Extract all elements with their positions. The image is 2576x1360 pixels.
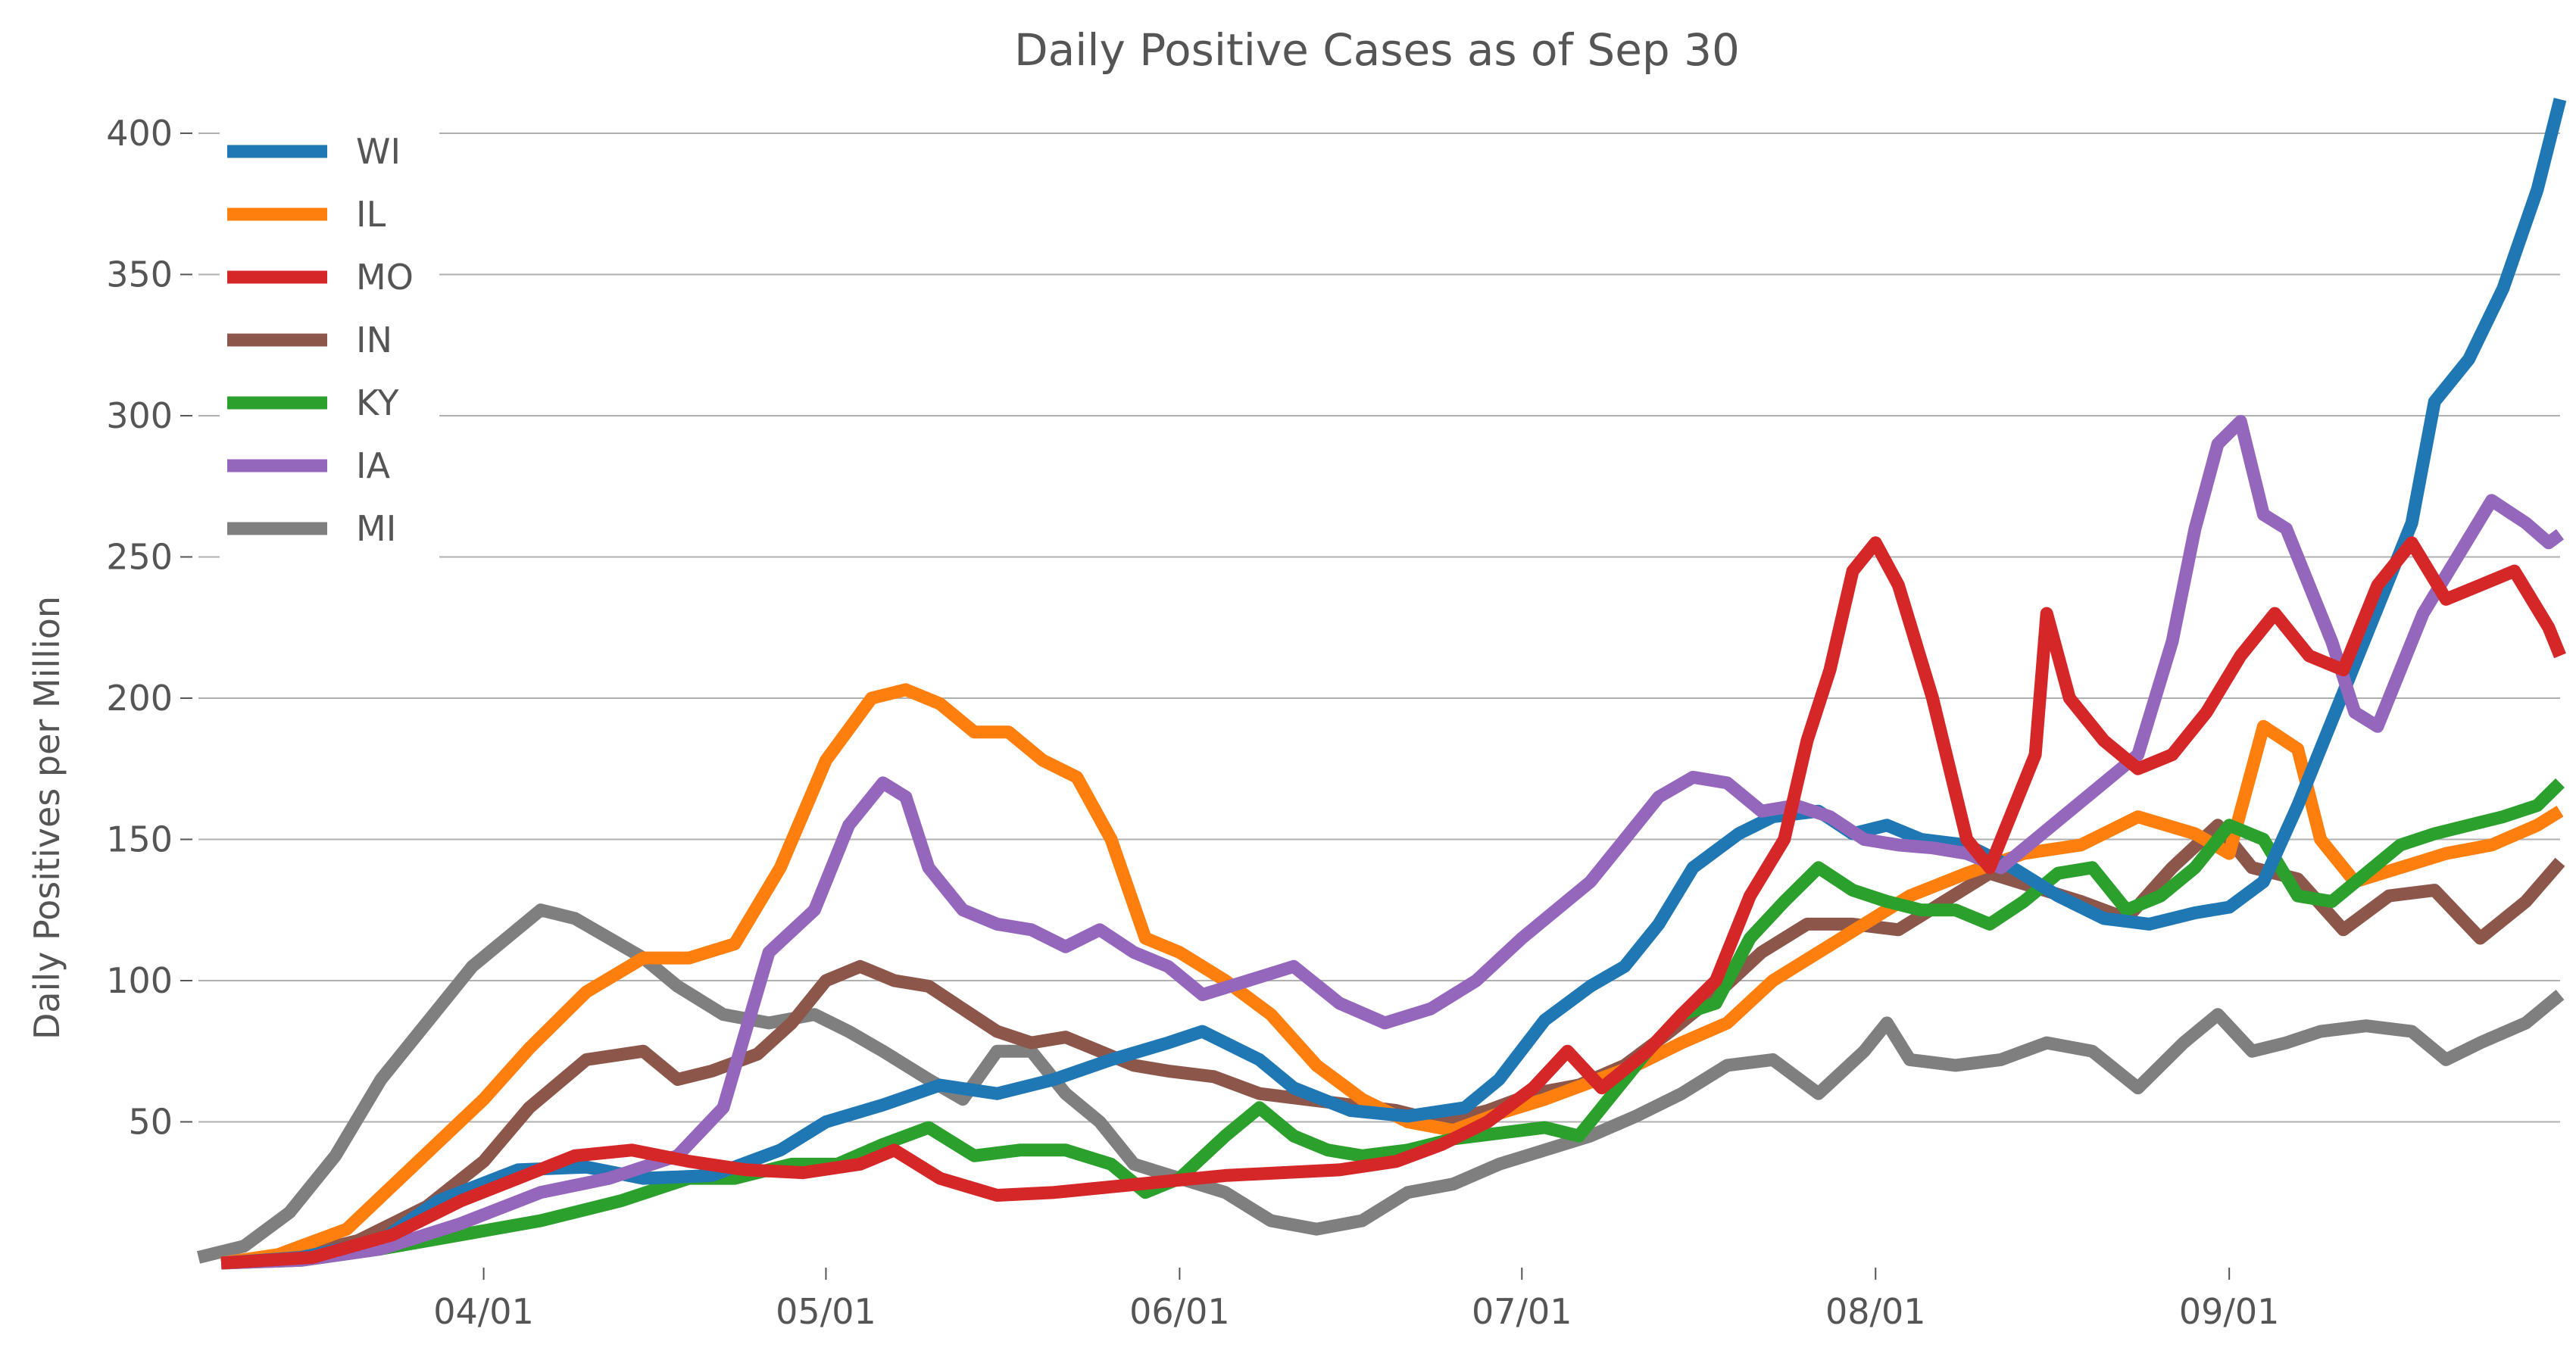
legend-label-ia: IA	[356, 445, 391, 486]
legend-label-in: IN	[356, 320, 392, 360]
series-line-ky	[220, 778, 2565, 1270]
legend-label-mo: MO	[356, 257, 414, 298]
legend-label-il: IL	[356, 194, 386, 235]
x-tick-label: 07/01	[1472, 1291, 1572, 1332]
y-tick-label: 150	[106, 819, 173, 859]
legend-label-ky: KY	[356, 382, 400, 423]
x-tick-label: 05/01	[776, 1291, 876, 1332]
legend: WI IL MO IN KY IA MI	[220, 121, 439, 560]
y-tick-label: 50	[128, 1101, 173, 1142]
chart-title: Daily Positive Cases as of Sep 30	[1014, 24, 1740, 76]
y-tick-label: 200	[106, 678, 173, 719]
legend-label-wi: WI	[356, 131, 401, 172]
series-line-mo	[220, 536, 2566, 1270]
x-tick-label: 04/01	[433, 1291, 534, 1332]
x-tick-label: 06/01	[1129, 1291, 1230, 1332]
x-tick-label: 08/01	[1825, 1291, 1926, 1332]
y-tick-label: 100	[106, 960, 173, 1001]
series-line-wi	[220, 98, 2567, 1270]
y-tick-label: 250	[106, 536, 173, 577]
series-line-il	[220, 683, 2564, 1270]
y-tick-label: 400	[106, 113, 173, 154]
x-tick-label: 09/01	[2179, 1291, 2280, 1332]
legend-label-mi: MI	[356, 508, 396, 549]
series-line-mi	[196, 903, 2565, 1264]
y-axis-label: Daily Positives per Million	[27, 596, 67, 1040]
grid-lines	[198, 132, 2560, 1123]
axes: 50 100 150 200 250 300 350 400 04/01 05/01 06/01 07…	[106, 113, 2279, 1332]
series-lines	[196, 98, 2567, 1270]
y-tick-label: 300	[106, 395, 173, 436]
series-line-ia	[220, 414, 2565, 1270]
y-tick-label: 350	[106, 254, 173, 295]
